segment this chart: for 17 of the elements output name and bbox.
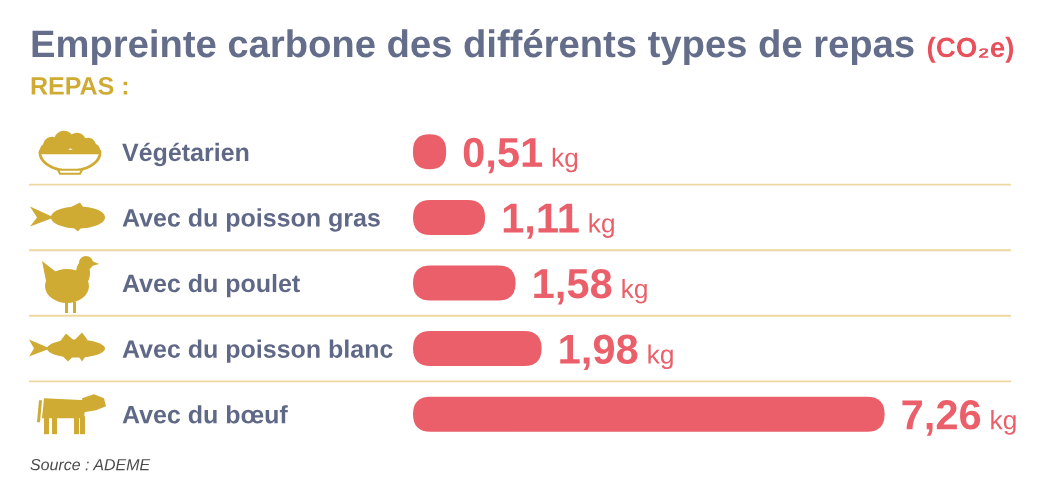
y-tick-label: Avec du poulet xyxy=(122,273,300,298)
data-label: 7,26 kg xyxy=(902,400,1016,436)
text: (CO₂e) xyxy=(927,36,1014,63)
bar xyxy=(413,265,516,301)
y-tick-label: Avec du bœuf xyxy=(122,405,288,424)
bar xyxy=(413,331,542,367)
y-tick-label: Avec du poisson gras xyxy=(122,208,380,232)
y-axis-title: REPAS : xyxy=(31,77,128,95)
data-label: 1,98 kg xyxy=(560,334,673,371)
data-label: 1,11 kg xyxy=(503,203,614,239)
source-note: Source : ADEME xyxy=(30,458,151,471)
data-label: 1,58 kg xyxy=(534,268,647,305)
data-label: 0,51 kg xyxy=(463,137,578,174)
bar xyxy=(413,396,885,432)
chart-title: Empreinte carbone des différents types de repas xyxy=(32,28,914,65)
y-tick-label: Végétarien xyxy=(122,142,249,167)
y-tick-label: Avec du poisson blanc xyxy=(122,339,393,363)
